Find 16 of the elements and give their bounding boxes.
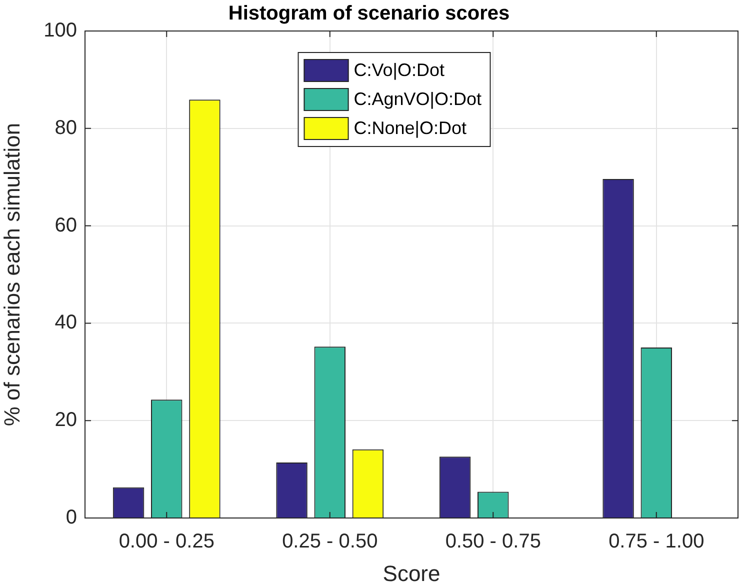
y-tick-label: 100 <box>44 20 77 42</box>
legend-label: C:Vo|O:Dot <box>354 60 444 81</box>
x-tick-label: 0.75 - 1.00 <box>608 530 704 553</box>
y-tick-label: 0 <box>66 506 77 529</box>
x-axis-title: Score <box>382 560 440 586</box>
y-axis-title: % of scenarios each simulation <box>0 122 24 426</box>
x-tick-label: 0.50 - 0.75 <box>445 530 541 553</box>
y-tick-label: 40 <box>54 312 77 334</box>
x-tick-label: 0.00 - 0.25 <box>118 530 214 553</box>
y-tick-label: 20 <box>54 409 77 432</box>
y-tick-label: 80 <box>54 116 77 139</box>
legend-label: C:None|O:Dot <box>354 118 466 139</box>
chart-title: Histogram of scenario scores <box>228 2 510 25</box>
x-tick-label: 0.25 - 0.50 <box>282 530 378 553</box>
legend-label: C:AgnVO|O:Dot <box>354 89 482 110</box>
y-tick-label: 60 <box>54 214 77 236</box>
